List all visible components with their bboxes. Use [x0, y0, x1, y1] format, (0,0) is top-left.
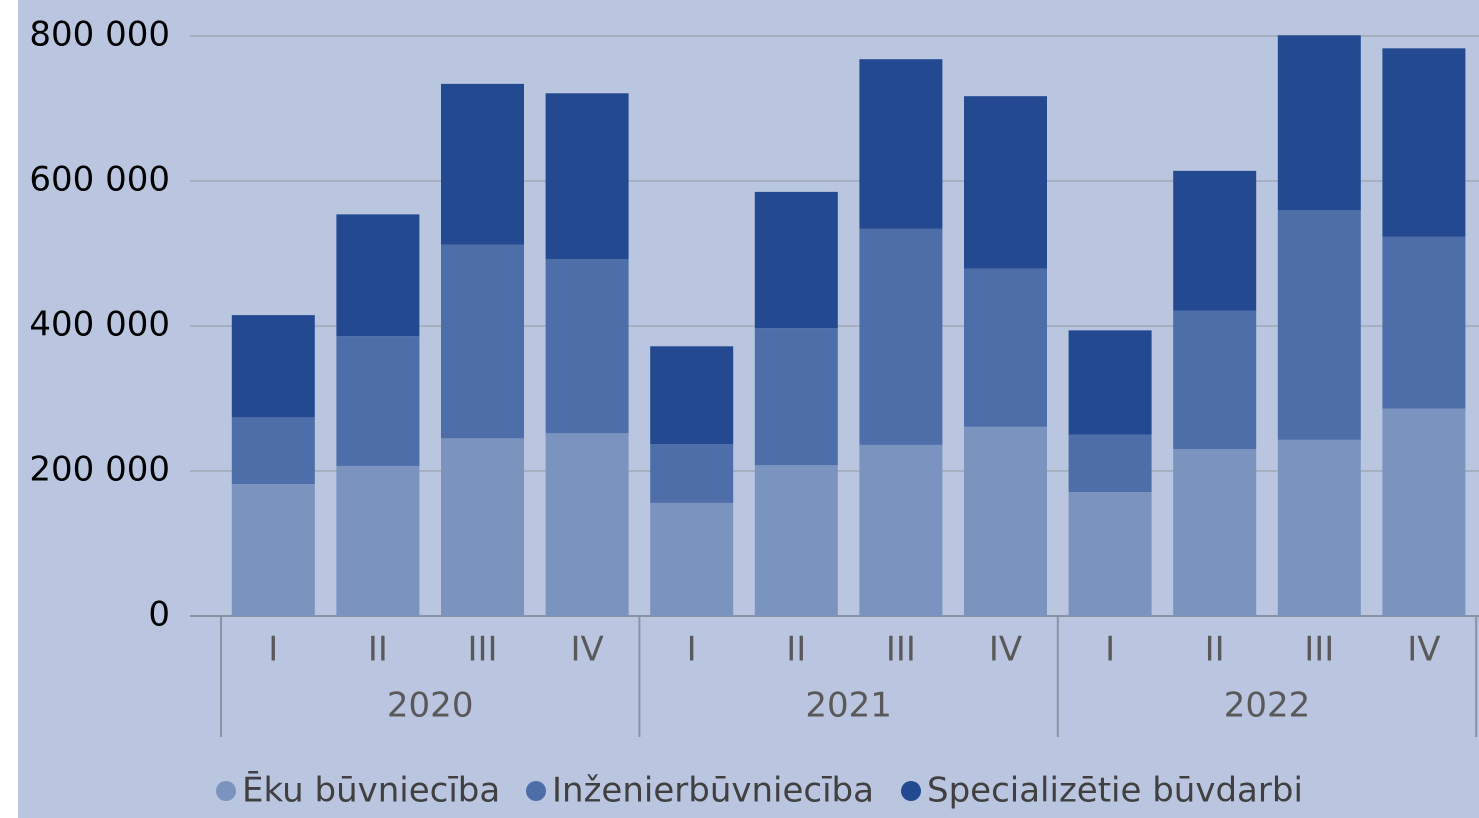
- bar-segment: [964, 96, 1047, 269]
- bar-segment: [545, 433, 629, 616]
- x-tick-label: IV: [989, 630, 1022, 670]
- bar-segment: [1068, 492, 1152, 616]
- group-label: 2021: [805, 686, 892, 726]
- bar-segment: [1277, 210, 1361, 440]
- bar-segment: [441, 438, 524, 616]
- bar-segment: [859, 228, 943, 445]
- x-tick-label: IV: [570, 630, 603, 670]
- x-tick-label: II: [368, 630, 388, 670]
- bar-segment: [859, 59, 943, 229]
- legend-marker: [901, 781, 921, 801]
- bar-segment: [441, 83, 524, 245]
- bar-segment: [1173, 310, 1257, 450]
- x-tick-label: I: [687, 630, 697, 670]
- group-label: 2022: [1224, 686, 1311, 726]
- bar-segment: [231, 484, 315, 616]
- bar-segment: [964, 426, 1047, 616]
- bar-segment: [545, 93, 629, 260]
- bar-segment: [650, 502, 734, 616]
- bar-segment: [1277, 439, 1361, 616]
- legend-label: Inženierbūvniecība: [552, 771, 874, 811]
- bar-segment: [754, 328, 838, 466]
- x-tick-label: III: [467, 630, 497, 670]
- y-tick-label: 400 000: [29, 305, 170, 345]
- bar-segment: [441, 244, 524, 439]
- y-tick-label: 200 000: [29, 450, 170, 490]
- bar-segment: [1173, 449, 1257, 616]
- bar-segment: [650, 346, 734, 445]
- bar-segment: [1173, 170, 1257, 311]
- bar-segment: [336, 214, 420, 337]
- bar-segment: [1382, 408, 1466, 616]
- legend-label: Ēku būvniecība: [242, 771, 500, 811]
- bar-segment: [964, 268, 1047, 427]
- bar-segment: [859, 444, 943, 616]
- x-tick-label: I: [1105, 630, 1115, 670]
- bar-segment: [754, 191, 838, 329]
- x-tick-label: II: [786, 630, 806, 670]
- x-tick-label: III: [1304, 630, 1334, 670]
- legend-label: Specializētie būvdarbi: [927, 771, 1303, 811]
- x-tick-label: IV: [1407, 630, 1440, 670]
- bar-segment: [336, 465, 420, 616]
- bar-segment: [336, 336, 420, 466]
- bar-segment: [1068, 330, 1152, 435]
- bar-segment: [1068, 434, 1152, 493]
- bar-segment: [545, 259, 629, 434]
- group-label: 2020: [387, 686, 474, 726]
- bar-segment: [231, 417, 315, 485]
- bar-segment: [1382, 236, 1466, 409]
- legend-marker: [526, 781, 546, 801]
- x-tick-label: I: [268, 630, 278, 670]
- x-tick-label: II: [1205, 630, 1225, 670]
- bar-segment: [231, 315, 315, 418]
- x-tick-label: III: [886, 630, 916, 670]
- bar-segment: [754, 465, 838, 616]
- bar-segment: [1382, 48, 1466, 237]
- bar-segment: [650, 444, 734, 503]
- legend-marker: [216, 781, 236, 801]
- y-tick-label: 800 000: [29, 15, 170, 55]
- bar-segment: [1277, 35, 1361, 211]
- y-tick-label: 600 000: [29, 160, 170, 200]
- y-tick-label: 0: [148, 595, 170, 635]
